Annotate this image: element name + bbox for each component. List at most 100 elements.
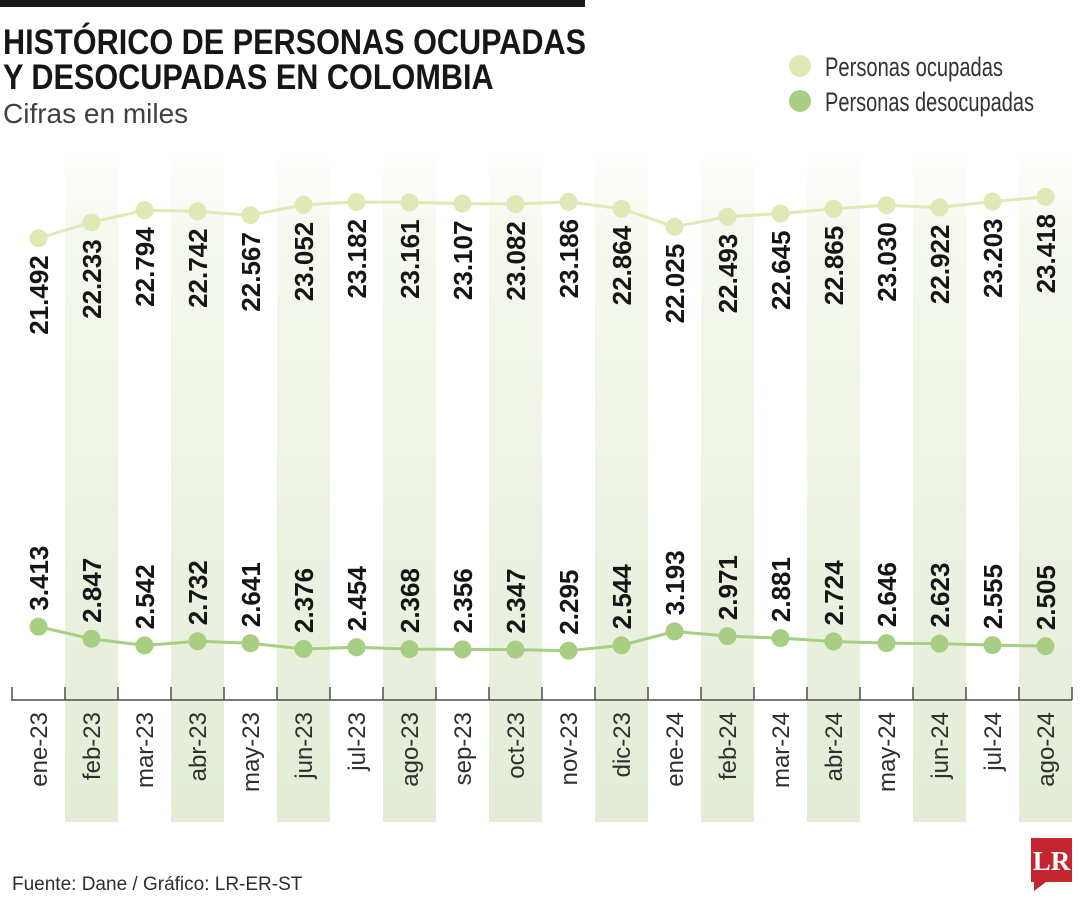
series-layer: 21.492 22.233 22.794 22.742 22.567 23.052 23.1… xyxy=(24,187,1061,660)
x-tick-label: jun-23 xyxy=(291,712,318,780)
column-band xyxy=(701,150,754,822)
legend-label: Personas desocupadas xyxy=(825,87,1034,117)
personas-desocupadas-data-label: 2.544 xyxy=(607,564,637,630)
x-tick-label: mar-23 xyxy=(132,712,159,788)
x-tick-label: mar-24 xyxy=(768,712,795,788)
personas-desocupadas-point xyxy=(930,634,949,653)
x-tick-label: feb-24 xyxy=(715,712,742,780)
personas-desocupadas-data-label: 3.193 xyxy=(660,550,690,615)
personas-desocupadas-point xyxy=(29,617,48,636)
personas-desocupadas-point xyxy=(135,636,154,655)
personas-ocupadas-data-label: 22.864 xyxy=(607,225,637,305)
x-axis-ticks xyxy=(11,687,1073,700)
personas-ocupadas-data-label: 22.742 xyxy=(183,228,213,308)
personas-ocupadas-point xyxy=(82,213,101,232)
x-tick-label: feb-23 xyxy=(79,712,106,780)
x-tick-label: abr-23 xyxy=(185,712,212,781)
column-band xyxy=(913,150,966,822)
personas-desocupadas-data-label: 2.623 xyxy=(925,563,955,628)
personas-ocupadas-data-label: 22.865 xyxy=(819,226,849,306)
personas-ocupadas-data-label: 23.107 xyxy=(448,221,478,301)
personas-ocupadas-data-label: 23.161 xyxy=(395,219,425,299)
x-tick-label: may-23 xyxy=(238,712,265,792)
personas-ocupadas-series: 21.492 22.233 22.794 22.742 22.567 23.052 23.1… xyxy=(24,187,1061,335)
personas-ocupadas-point xyxy=(930,198,949,217)
personas-ocupadas-point xyxy=(29,229,48,248)
personas-desocupadas-point xyxy=(82,629,101,648)
personas-desocupadas-data-label: 2.847 xyxy=(77,558,107,623)
column-band xyxy=(807,150,860,822)
x-tick-label: ago-24 xyxy=(1033,712,1060,787)
personas-desocupadas-data-label: 2.971 xyxy=(713,555,743,620)
personas-desocupadas-data-label: 2.724 xyxy=(819,560,849,626)
x-tick-label: jun-24 xyxy=(927,712,954,780)
top-accent-bar xyxy=(0,0,585,7)
personas-ocupadas-point xyxy=(188,202,207,221)
personas-ocupadas-point xyxy=(294,195,313,214)
personas-ocupadas-data-label: 23.203 xyxy=(978,218,1008,298)
personas-desocupadas-point xyxy=(453,640,472,659)
personas-desocupadas-point xyxy=(877,634,896,653)
personas-ocupadas-point xyxy=(347,192,366,211)
legend-item-personas-ocupadas: Personas ocupadas xyxy=(789,52,1003,82)
x-tick-label: jul-23 xyxy=(344,712,371,772)
personas-ocupadas-point xyxy=(665,217,684,236)
personas-desocupadas-point xyxy=(347,638,366,657)
source-note: Fuente: Dane / Gráfico: LR-ER-ST xyxy=(12,874,303,895)
personas-ocupadas-data-label: 22.025 xyxy=(660,244,690,324)
x-tick-label: ene-23 xyxy=(26,712,53,787)
x-axis-labels: ene-23 feb-23 mar-23 abr-23 may-23 jun-23 jul-… xyxy=(26,712,1060,792)
x-tick-label: abr-24 xyxy=(821,712,848,781)
personas-desocupadas-point xyxy=(665,622,684,641)
personas-ocupadas-data-label: 23.052 xyxy=(289,222,319,302)
chart-title: HISTÓRICO DE PERSONAS OCUPADAS Y DESOCUP… xyxy=(3,23,587,97)
personas-desocupadas-point xyxy=(294,639,313,658)
legend-label: Personas ocupadas xyxy=(825,52,1003,82)
personas-ocupadas-data-label: 23.030 xyxy=(872,222,902,302)
column-band xyxy=(383,150,436,822)
personas-ocupadas-point xyxy=(718,207,737,226)
legend: Personas ocupadas Personas desocupadas xyxy=(789,52,1034,117)
personas-desocupadas-data-label: 2.505 xyxy=(1031,565,1061,630)
column-band xyxy=(277,150,330,822)
x-tick-label: sep-23 xyxy=(450,712,477,785)
x-tick-label: ago-23 xyxy=(397,712,424,787)
personas-desocupadas-data-label: 2.356 xyxy=(448,568,478,633)
personas-ocupadas-data-label: 23.082 xyxy=(501,221,531,301)
personas-ocupadas-point xyxy=(400,193,419,212)
personas-desocupadas-data-label: 2.881 xyxy=(766,557,796,622)
column-band xyxy=(1019,150,1072,822)
personas-ocupadas-data-label: 23.182 xyxy=(342,219,372,299)
personas-desocupadas-data-label: 2.347 xyxy=(501,568,531,633)
personas-ocupadas-data-label: 22.645 xyxy=(766,230,796,310)
x-tick-label: ene-24 xyxy=(662,712,689,787)
personas-ocupadas-data-label: 23.186 xyxy=(554,219,584,299)
column-band xyxy=(595,150,648,822)
personas-desocupadas-data-label: 3.413 xyxy=(24,546,54,611)
personas-ocupadas-point xyxy=(1036,187,1055,206)
personas-desocupadas-point xyxy=(559,641,578,660)
personas-ocupadas-data-label: 22.493 xyxy=(713,234,743,314)
personas-ocupadas-point xyxy=(559,192,578,211)
logo-text: LR xyxy=(1033,846,1071,876)
personas-desocupadas-data-label: 2.555 xyxy=(978,564,1008,629)
column-band xyxy=(65,150,118,822)
personas-ocupadas-point xyxy=(824,199,843,218)
personas-ocupadas-point xyxy=(453,194,472,213)
legend-swatch xyxy=(789,55,811,77)
personas-desocupadas-data-label: 2.641 xyxy=(236,562,266,627)
column-bands xyxy=(65,150,1072,822)
personas-ocupadas-data-label: 21.492 xyxy=(24,255,54,335)
personas-desocupadas-point xyxy=(506,640,525,659)
personas-ocupadas-point xyxy=(612,199,631,218)
personas-ocupadas-data-label: 23.418 xyxy=(1031,214,1061,294)
column-band xyxy=(171,150,224,822)
x-tick-label: nov-23 xyxy=(556,712,583,785)
logo-badge xyxy=(1031,838,1072,891)
x-tick-label: oct-23 xyxy=(503,712,530,779)
personas-ocupadas-point xyxy=(135,201,154,220)
personas-desocupadas-data-label: 2.368 xyxy=(395,568,425,633)
personas-desocupadas-point xyxy=(188,632,207,651)
x-tick-label: dic-23 xyxy=(609,712,636,777)
